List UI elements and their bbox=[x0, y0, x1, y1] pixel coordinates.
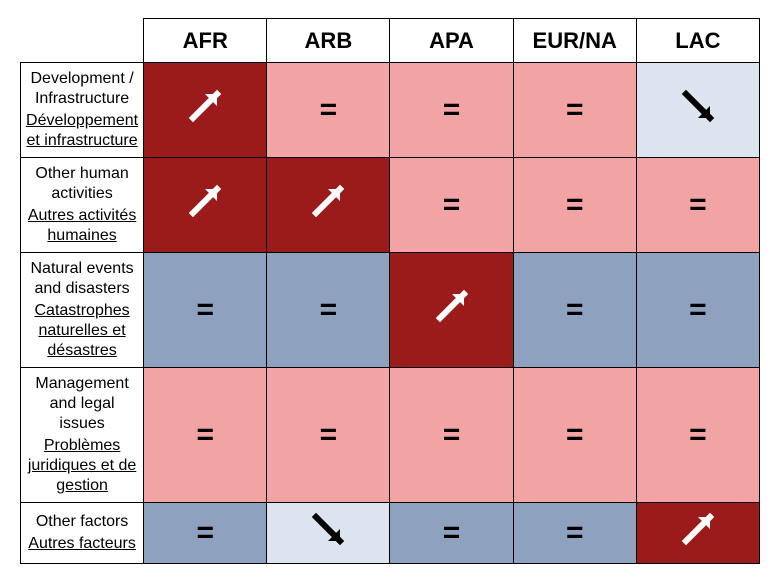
row-header: Natural events and disastersCatastrophes… bbox=[21, 253, 144, 368]
equals-icon: = bbox=[196, 295, 214, 325]
equals-icon: = bbox=[689, 295, 707, 325]
col-afr: AFR bbox=[144, 19, 267, 63]
matrix-cell: = bbox=[267, 63, 390, 158]
matrix-cell: = bbox=[636, 368, 759, 503]
matrix-cell: = bbox=[513, 503, 636, 564]
matrix-cell: = bbox=[267, 368, 390, 503]
equals-icon: = bbox=[320, 420, 338, 450]
row-label-fr: Problèmes juridiques et de gestion bbox=[25, 436, 139, 496]
equals-icon: = bbox=[196, 420, 214, 450]
matrix-cell bbox=[267, 503, 390, 564]
matrix-cell: = bbox=[636, 253, 759, 368]
matrix-cell: = bbox=[636, 158, 759, 253]
matrix-table: AFR ARB APA EUR/NA LAC Development / Inf… bbox=[20, 18, 760, 564]
matrix-cell: = bbox=[267, 253, 390, 368]
equals-icon: = bbox=[443, 95, 461, 125]
matrix-cell: = bbox=[144, 503, 267, 564]
equals-icon: = bbox=[566, 518, 584, 548]
matrix-cell: = bbox=[513, 368, 636, 503]
row-header: Management and legal issuesProblèmes jur… bbox=[21, 368, 144, 503]
equals-icon: = bbox=[566, 95, 584, 125]
header-row: AFR ARB APA EUR/NA LAC bbox=[21, 19, 760, 63]
equals-icon: = bbox=[566, 420, 584, 450]
matrix-cell: = bbox=[144, 368, 267, 503]
row-label-en: Management and legal issues bbox=[25, 374, 139, 434]
table-row: Development / InfrastructureDéveloppemen… bbox=[21, 63, 760, 158]
matrix-cell: = bbox=[513, 253, 636, 368]
equals-icon: = bbox=[566, 295, 584, 325]
arrow-up-right-icon bbox=[185, 181, 225, 227]
equals-icon: = bbox=[689, 420, 707, 450]
col-arb: ARB bbox=[267, 19, 390, 63]
equals-icon: = bbox=[443, 420, 461, 450]
row-label-en: Other factors bbox=[25, 512, 139, 532]
matrix-body: Development / InfrastructureDéveloppemen… bbox=[21, 63, 760, 564]
arrow-up-right-icon bbox=[432, 286, 472, 332]
table-row: Natural events and disastersCatastrophes… bbox=[21, 253, 760, 368]
row-label-fr: Autres activités humaines bbox=[25, 206, 139, 246]
equals-icon: = bbox=[320, 95, 338, 125]
matrix-cell: = bbox=[513, 158, 636, 253]
equals-icon: = bbox=[566, 190, 584, 220]
arrow-up-right-icon bbox=[678, 509, 718, 555]
matrix-cell bbox=[636, 63, 759, 158]
matrix-cell: = bbox=[390, 503, 513, 564]
equals-icon: = bbox=[443, 518, 461, 548]
row-header: Development / InfrastructureDéveloppemen… bbox=[21, 63, 144, 158]
row-header: Other factorsAutres facteurs bbox=[21, 503, 144, 564]
matrix-cell bbox=[144, 63, 267, 158]
col-lac: LAC bbox=[636, 19, 759, 63]
col-apa: APA bbox=[390, 19, 513, 63]
corner-cell bbox=[21, 19, 144, 63]
arrow-down-right-icon bbox=[308, 509, 348, 555]
row-label-fr: Catastrophes naturelles et désastres bbox=[25, 301, 139, 361]
arrow-down-right-icon bbox=[678, 86, 718, 132]
row-header: Other human activitiesAutres activités h… bbox=[21, 158, 144, 253]
matrix-cell: = bbox=[513, 63, 636, 158]
matrix-cell: = bbox=[144, 253, 267, 368]
matrix-cell bbox=[144, 158, 267, 253]
matrix-cell bbox=[390, 253, 513, 368]
equals-icon: = bbox=[689, 190, 707, 220]
row-label-en: Development / Infrastructure bbox=[25, 69, 139, 109]
col-eurna: EUR/NA bbox=[513, 19, 636, 63]
matrix-cell bbox=[636, 503, 759, 564]
arrow-up-right-icon bbox=[185, 86, 225, 132]
matrix-cell: = bbox=[390, 158, 513, 253]
matrix-cell bbox=[267, 158, 390, 253]
row-label-en: Other human activities bbox=[25, 164, 139, 204]
equals-icon: = bbox=[196, 518, 214, 548]
row-label-en: Natural events and disasters bbox=[25, 259, 139, 299]
table-row: Other human activitiesAutres activités h… bbox=[21, 158, 760, 253]
arrow-up-right-icon bbox=[308, 181, 348, 227]
table-row: Other factorsAutres facteurs = = = bbox=[21, 503, 760, 564]
equals-icon: = bbox=[443, 190, 461, 220]
row-label-fr: Développement et infrastructure bbox=[25, 111, 139, 151]
matrix-cell: = bbox=[390, 368, 513, 503]
matrix-cell: = bbox=[390, 63, 513, 158]
equals-icon: = bbox=[320, 295, 338, 325]
table-row: Management and legal issuesProblèmes jur… bbox=[21, 368, 760, 503]
row-label-fr: Autres facteurs bbox=[25, 534, 139, 554]
